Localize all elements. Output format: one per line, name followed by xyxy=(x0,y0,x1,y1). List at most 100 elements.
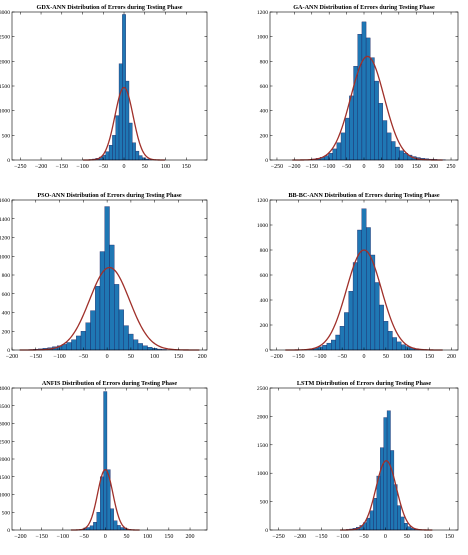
x-tick-label: 150 xyxy=(445,534,454,540)
histogram-bar xyxy=(349,291,353,350)
histogram-bar xyxy=(97,512,100,530)
x-tick-label: −250 xyxy=(272,534,284,540)
histogram-bar xyxy=(370,58,374,160)
histogram-bar xyxy=(333,149,337,160)
y-tick-label: 3000 xyxy=(0,10,10,16)
x-tick-label: 50 xyxy=(142,164,148,170)
x-tick-label: 0 xyxy=(363,354,366,360)
histogram-bar xyxy=(71,340,76,350)
x-tick-label: 200 xyxy=(429,164,438,170)
y-tick-label: 3500 xyxy=(0,404,10,410)
y-tick-label: 0 xyxy=(7,528,10,534)
histogram-bar xyxy=(345,118,349,160)
x-tick-label: 0 xyxy=(384,534,387,540)
x-tick-label: 200 xyxy=(198,354,207,360)
x-tick-label: −200 xyxy=(294,534,306,540)
y-tick-label: 200 xyxy=(260,323,269,329)
x-tick-label: −200 xyxy=(14,534,26,540)
histogram-bar xyxy=(95,286,100,350)
y-tick-label: 1500 xyxy=(0,84,10,90)
x-tick-label: 50 xyxy=(128,354,134,360)
histogram-bar xyxy=(109,145,112,160)
x-tick-label: 0 xyxy=(123,164,126,170)
histogram-bar xyxy=(81,331,86,350)
chart-panel-4: BB-BC-ANN Distribution of Errors during … xyxy=(257,192,458,360)
y-tick-label: 400 xyxy=(260,298,269,304)
histogram-bar xyxy=(119,310,124,350)
histogram-bar xyxy=(143,346,148,350)
histogram-bar xyxy=(340,326,344,350)
x-tick-label: −200 xyxy=(6,354,18,360)
x-tick-label: 150 xyxy=(425,354,434,360)
x-tick-label: 50 xyxy=(378,164,384,170)
x-tick-label: −150 xyxy=(306,164,318,170)
x-tick-label: 50 xyxy=(404,534,410,540)
chart-panel-2: GA-ANN Distribution of Errors during Tes… xyxy=(257,4,458,170)
histogram-bar xyxy=(138,343,143,350)
histogram-bar xyxy=(397,506,400,530)
histogram-bar xyxy=(387,133,391,160)
y-tick-label: 0 xyxy=(7,158,10,164)
y-tick-label: 500 xyxy=(260,500,269,506)
histogram-bar xyxy=(139,156,142,160)
histogram-bar xyxy=(132,143,135,160)
chart-title: BB-BC-ANN Distribution of Errors during … xyxy=(288,192,439,199)
y-tick-label: 1000 xyxy=(0,493,10,499)
x-tick-label: −150 xyxy=(56,164,68,170)
x-tick-label: 100 xyxy=(161,164,170,170)
x-tick-label: −100 xyxy=(76,164,88,170)
x-tick-label: 100 xyxy=(394,164,403,170)
y-tick-label: 400 xyxy=(260,109,269,115)
histogram-bar xyxy=(384,321,388,350)
histogram-bar xyxy=(104,392,107,530)
x-tick-label: −150 xyxy=(30,354,42,360)
y-tick-label: 2000 xyxy=(257,414,268,420)
x-tick-label: −50 xyxy=(79,534,88,540)
histogram-bar xyxy=(388,331,392,350)
y-tick-label: 500 xyxy=(2,510,11,516)
x-tick-label: −50 xyxy=(99,164,108,170)
histogram-bar xyxy=(384,418,387,530)
histogram-bar xyxy=(366,228,370,351)
x-tick-label: 50 xyxy=(383,354,389,360)
histogram-bar xyxy=(110,245,115,350)
histogram-bar xyxy=(90,311,95,350)
histogram-bar xyxy=(387,411,390,530)
x-tick-label: 150 xyxy=(412,164,421,170)
chart-title: GA-ANN Distribution of Errors during Tes… xyxy=(293,4,435,11)
x-tick-label: 0 xyxy=(104,534,107,540)
y-tick-label: 600 xyxy=(260,84,269,90)
histogram-bar xyxy=(67,343,72,351)
histogram-bar xyxy=(391,142,395,161)
y-tick-label: 1600 xyxy=(0,198,10,204)
histogram-bar xyxy=(353,263,357,351)
histogram-bar xyxy=(110,509,113,530)
y-tick-label: 2500 xyxy=(0,439,10,445)
histogram-bar xyxy=(404,523,407,530)
histogram-bar xyxy=(362,22,366,160)
y-tick-label: 600 xyxy=(2,292,11,298)
histogram-bar xyxy=(400,151,404,160)
histogram-bar xyxy=(327,343,331,350)
y-tick-label: 800 xyxy=(260,248,269,254)
histogram-bar xyxy=(114,284,119,350)
y-tick-label: 1200 xyxy=(0,236,10,242)
x-tick-label: −150 xyxy=(35,534,47,540)
y-tick-label: 600 xyxy=(260,273,269,279)
x-tick-label: −50 xyxy=(79,354,88,360)
histogram-bar xyxy=(124,326,129,350)
x-tick-label: −100 xyxy=(336,534,348,540)
x-tick-label: −50 xyxy=(337,354,346,360)
histogram-bar xyxy=(373,498,376,530)
y-tick-label: 0 xyxy=(7,348,10,354)
y-tick-label: 1000 xyxy=(0,254,10,260)
histogram-bar xyxy=(136,151,139,160)
x-tick-label: 150 xyxy=(164,534,173,540)
histogram-bar xyxy=(344,313,348,351)
histogram-bar xyxy=(121,528,124,530)
x-tick-label: 200 xyxy=(186,534,195,540)
histogram-bar xyxy=(390,450,393,530)
histogram-bar xyxy=(341,133,345,160)
